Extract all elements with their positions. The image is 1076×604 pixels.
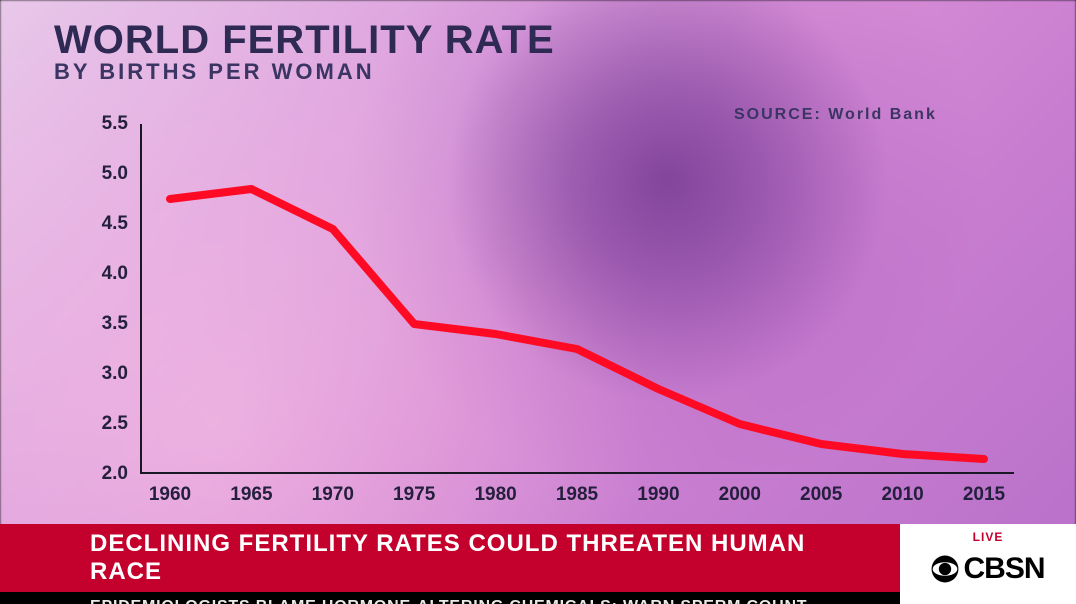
plot-region: 2.02.53.03.54.04.55.05.51960196519701975…	[140, 124, 1014, 474]
y-tick-label: 2.5	[68, 413, 128, 435]
chyron-subhead: EPIDEMIOLOGISTS BLAME HORMONE-ALTERING C…	[0, 592, 900, 604]
x-tick-label: 1975	[374, 484, 454, 506]
x-tick-label: 2000	[700, 484, 780, 506]
x-tick-label: 1960	[130, 484, 210, 506]
lower-third-chyron: DECLINING FERTILITY RATES COULD THREATEN…	[0, 524, 1076, 604]
broadcast-frame: WORLD FERTILITY RATE BY BIRTHS PER WOMAN…	[0, 0, 1076, 604]
x-tick-label: 2010	[863, 484, 943, 506]
source-attribution: SOURCE: World Bank	[734, 106, 937, 124]
x-tick-label: 1980	[456, 484, 536, 506]
chart-title: WORLD FERTILITY RATE	[54, 18, 1042, 63]
x-tick-label: 2005	[781, 484, 861, 506]
network-brand: CBSN	[963, 552, 1044, 586]
y-tick-label: 5.5	[68, 113, 128, 135]
chyron-text-block: DECLINING FERTILITY RATES COULD THREATEN…	[0, 524, 900, 604]
network-logo-block: LIVE CBSN	[900, 524, 1076, 604]
live-badge: LIVE	[973, 530, 1004, 544]
y-tick-label: 5.0	[68, 163, 128, 185]
x-tick-label: 2015	[944, 484, 1024, 506]
source-label: SOURCE:	[734, 106, 822, 123]
y-tick-label: 3.0	[68, 363, 128, 385]
chyron-headline: DECLINING FERTILITY RATES COULD THREATEN…	[0, 524, 900, 592]
x-tick-label: 1965	[211, 484, 291, 506]
data-line	[170, 189, 984, 459]
x-tick-label: 1970	[293, 484, 373, 506]
fertility-line	[140, 124, 1014, 474]
x-tick-label: 1985	[537, 484, 617, 506]
x-tick-label: 1990	[618, 484, 698, 506]
source-value: World Bank	[828, 106, 937, 123]
logo-row: CBSN	[931, 552, 1044, 586]
y-tick-label: 4.0	[68, 263, 128, 285]
y-tick-label: 4.5	[68, 213, 128, 235]
y-tick-label: 2.0	[68, 463, 128, 485]
cbs-eye-icon	[931, 555, 959, 583]
y-tick-label: 3.5	[68, 313, 128, 335]
chart-area: WORLD FERTILITY RATE BY BIRTHS PER WOMAN…	[54, 18, 1042, 514]
